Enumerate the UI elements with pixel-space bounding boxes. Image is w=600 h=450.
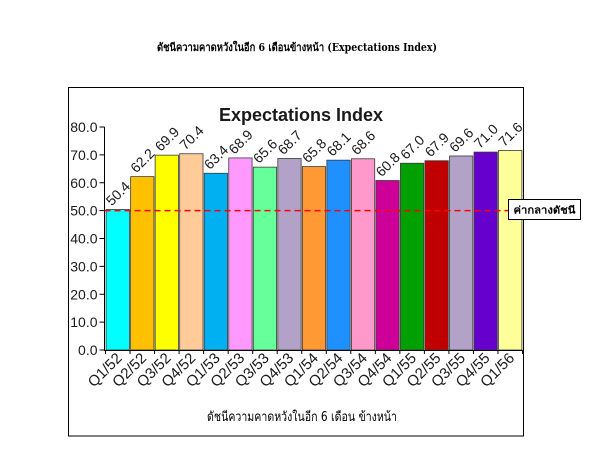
- reference-label: ค่ากลางดัชนี: [514, 205, 576, 217]
- bar-q3-52: [154, 154, 179, 351]
- bar-q3-53: [252, 166, 278, 351]
- y-tick-label: 80.0: [70, 119, 97, 135]
- reference-label-box: [508, 199, 581, 220]
- bar-q1-52: [105, 209, 130, 351]
- reference-label-callout: ค่ากลางดัชนี: [508, 199, 581, 220]
- bar-q2-53: [228, 157, 253, 351]
- y-tick-label: 70.0: [70, 147, 97, 163]
- x-axis-title: ดัชนีความคาดหวังในอีก 6 เดือน ข้างหน้า: [207, 409, 397, 425]
- bar-q3-54: [350, 158, 376, 351]
- y-tick-label: 0.0: [78, 342, 98, 358]
- bar-q1-56: [498, 150, 523, 351]
- y-tick-label: 60.0: [70, 175, 97, 191]
- bar-q4-53: [277, 158, 302, 351]
- bar-q2-54: [326, 159, 351, 351]
- bar-q1-54: [301, 166, 327, 351]
- bar-series: [105, 150, 523, 351]
- y-tick-label: 20.0: [70, 286, 97, 302]
- bar-q1-55: [400, 162, 425, 351]
- y-tick-label: 10.0: [70, 314, 97, 330]
- chart-area: Expectations Index 0.0 10.0 20.0 30.0 40.0 50…: [68, 87, 526, 437]
- y-tick-label: 40.0: [70, 231, 97, 247]
- bar-q2-52: [130, 176, 155, 351]
- bar-q3-55: [449, 155, 474, 351]
- bar-q4-54: [375, 180, 400, 351]
- y-tick-label: 30.0: [70, 258, 97, 274]
- bar-q1-53: [203, 172, 228, 351]
- page-heading: ดัชนีความคาดหวังในอีก 6 เดือนข้างหน้า (E…: [157, 40, 437, 54]
- chart-title: Expectations Index: [219, 105, 383, 125]
- bar-q4-55: [473, 151, 498, 351]
- bar-q2-55: [424, 160, 449, 351]
- bar-q4-52: [179, 153, 204, 351]
- y-axis-ticks: 0.0 10.0 20.0 30.0 40.0 50.0 60.0 70.0 80.0: [70, 119, 105, 358]
- y-tick-label: 50.0: [70, 203, 97, 219]
